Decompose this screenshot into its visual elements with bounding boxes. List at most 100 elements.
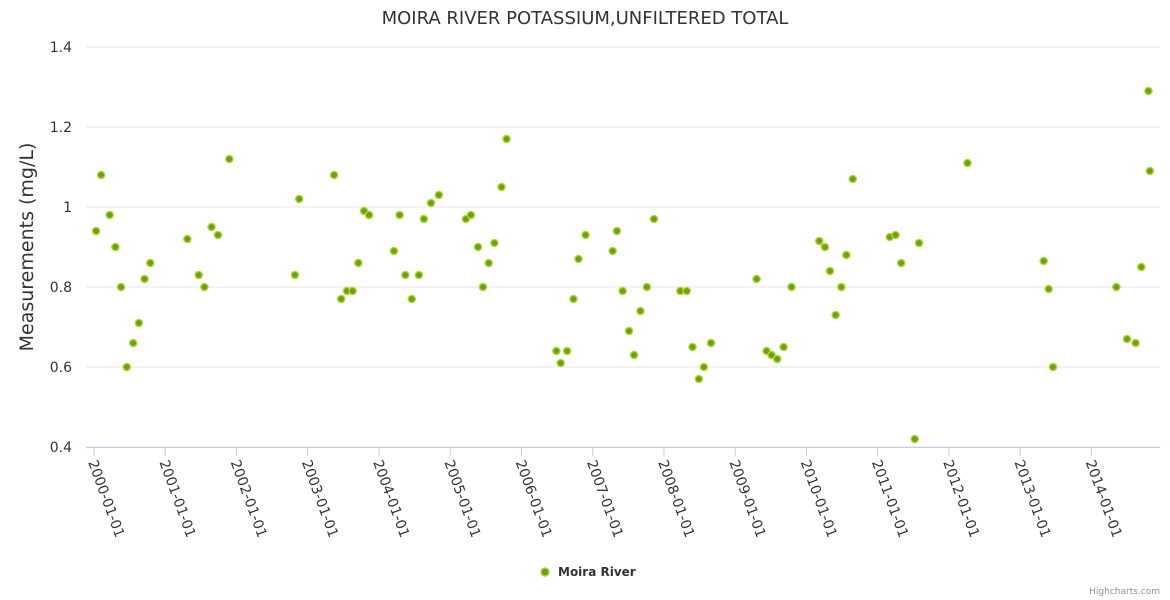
data-point[interactable] bbox=[479, 283, 486, 290]
data-point[interactable] bbox=[1123, 335, 1130, 342]
data-point[interactable] bbox=[226, 155, 233, 162]
data-point[interactable] bbox=[467, 211, 474, 218]
gridlines bbox=[86, 47, 1160, 447]
data-point[interactable] bbox=[117, 283, 124, 290]
data-point[interactable] bbox=[849, 175, 856, 182]
data-point[interactable] bbox=[408, 295, 415, 302]
data-point[interactable] bbox=[609, 247, 616, 254]
legend-item-moira-river[interactable]: Moira River bbox=[558, 565, 636, 579]
data-point[interactable] bbox=[208, 223, 215, 230]
data-point[interactable] bbox=[195, 271, 202, 278]
x-tick-label: 2006-01-01 bbox=[512, 458, 555, 540]
data-point[interactable] bbox=[402, 271, 409, 278]
data-point[interactable] bbox=[892, 231, 899, 238]
data-point[interactable] bbox=[1040, 257, 1047, 264]
data-point[interactable] bbox=[135, 319, 142, 326]
data-point[interactable] bbox=[503, 135, 510, 142]
data-point[interactable] bbox=[184, 235, 191, 242]
chart-title: MOIRA RIVER POTASSIUM,UNFILTERED TOTAL bbox=[382, 8, 789, 29]
x-tick-label: 2013-01-01 bbox=[1010, 458, 1053, 540]
x-tick-label: 2014-01-01 bbox=[1082, 458, 1125, 540]
data-point[interactable] bbox=[788, 283, 795, 290]
data-point[interactable] bbox=[291, 271, 298, 278]
data-point[interactable] bbox=[843, 251, 850, 258]
data-point[interactable] bbox=[349, 287, 356, 294]
data-point[interactable] bbox=[695, 375, 702, 382]
data-point[interactable] bbox=[365, 211, 372, 218]
x-tick-label: 2009-01-01 bbox=[725, 458, 768, 540]
data-point[interactable] bbox=[753, 275, 760, 282]
data-point[interactable] bbox=[915, 239, 922, 246]
data-point[interactable] bbox=[1113, 283, 1120, 290]
data-point[interactable] bbox=[491, 239, 498, 246]
y-tick-label: 1 bbox=[63, 200, 72, 216]
chart: MOIRA RIVER POTASSIUM,UNFILTERED TOTAL M… bbox=[0, 0, 1170, 600]
data-point[interactable] bbox=[123, 363, 130, 370]
data-point[interactable] bbox=[355, 259, 362, 266]
data-point[interactable] bbox=[838, 283, 845, 290]
legend[interactable]: Moira River bbox=[541, 565, 636, 579]
data-point[interactable] bbox=[619, 287, 626, 294]
data-point[interactable] bbox=[898, 259, 905, 266]
data-point[interactable] bbox=[498, 183, 505, 190]
data-point[interactable] bbox=[683, 287, 690, 294]
data-point[interactable] bbox=[427, 199, 434, 206]
credits-link[interactable]: Highcharts.com bbox=[1089, 587, 1160, 597]
data-point[interactable] bbox=[1045, 285, 1052, 292]
data-point[interactable] bbox=[1049, 363, 1056, 370]
data-point[interactable] bbox=[130, 339, 137, 346]
data-point[interactable] bbox=[1145, 87, 1152, 94]
data-point[interactable] bbox=[553, 347, 560, 354]
data-point[interactable] bbox=[147, 259, 154, 266]
data-point[interactable] bbox=[689, 343, 696, 350]
data-point[interactable] bbox=[296, 195, 303, 202]
data-point[interactable] bbox=[214, 231, 221, 238]
data-point[interactable] bbox=[420, 215, 427, 222]
data-point[interactable] bbox=[700, 363, 707, 370]
data-point[interactable] bbox=[390, 247, 397, 254]
data-point[interactable] bbox=[396, 211, 403, 218]
data-point[interactable] bbox=[821, 243, 828, 250]
data-point[interactable] bbox=[630, 351, 637, 358]
x-tick-label: 2005-01-01 bbox=[440, 458, 483, 540]
data-point[interactable] bbox=[826, 267, 833, 274]
data-point[interactable] bbox=[1146, 167, 1153, 174]
data-point[interactable] bbox=[637, 307, 644, 314]
data-point[interactable] bbox=[650, 215, 657, 222]
data-point[interactable] bbox=[435, 191, 442, 198]
data-point[interactable] bbox=[485, 259, 492, 266]
data-point[interactable] bbox=[415, 271, 422, 278]
data-point[interactable] bbox=[557, 359, 564, 366]
data-point[interactable] bbox=[911, 435, 918, 442]
legend-marker-icon bbox=[541, 568, 549, 576]
data-point[interactable] bbox=[201, 283, 208, 290]
data-point[interactable] bbox=[330, 171, 337, 178]
y-tick-label: 1.4 bbox=[50, 40, 72, 56]
data-point[interactable] bbox=[832, 311, 839, 318]
data-point[interactable] bbox=[570, 295, 577, 302]
y-axis: 0.4 0.6 0.8 1 1.2 1.4 bbox=[50, 40, 72, 456]
data-point[interactable] bbox=[774, 355, 781, 362]
data-point[interactable] bbox=[93, 227, 100, 234]
scatter-series-moira-river[interactable] bbox=[93, 87, 1154, 442]
x-tick-label: 2004-01-01 bbox=[369, 458, 412, 540]
data-point[interactable] bbox=[780, 343, 787, 350]
data-point[interactable] bbox=[625, 327, 632, 334]
data-point[interactable] bbox=[816, 237, 823, 244]
data-point[interactable] bbox=[707, 339, 714, 346]
x-axis: 2000-01-01 2001-01-01 2002-01-01 2003-01-01… bbox=[84, 447, 1160, 540]
data-point[interactable] bbox=[582, 231, 589, 238]
data-point[interactable] bbox=[112, 243, 119, 250]
data-point[interactable] bbox=[643, 283, 650, 290]
data-point[interactable] bbox=[474, 243, 481, 250]
data-point[interactable] bbox=[1132, 339, 1139, 346]
data-point[interactable] bbox=[106, 211, 113, 218]
data-point[interactable] bbox=[1138, 263, 1145, 270]
data-point[interactable] bbox=[98, 171, 105, 178]
data-point[interactable] bbox=[563, 347, 570, 354]
data-point[interactable] bbox=[613, 227, 620, 234]
data-point[interactable] bbox=[964, 159, 971, 166]
data-point[interactable] bbox=[338, 295, 345, 302]
data-point[interactable] bbox=[575, 255, 582, 262]
data-point[interactable] bbox=[141, 275, 148, 282]
